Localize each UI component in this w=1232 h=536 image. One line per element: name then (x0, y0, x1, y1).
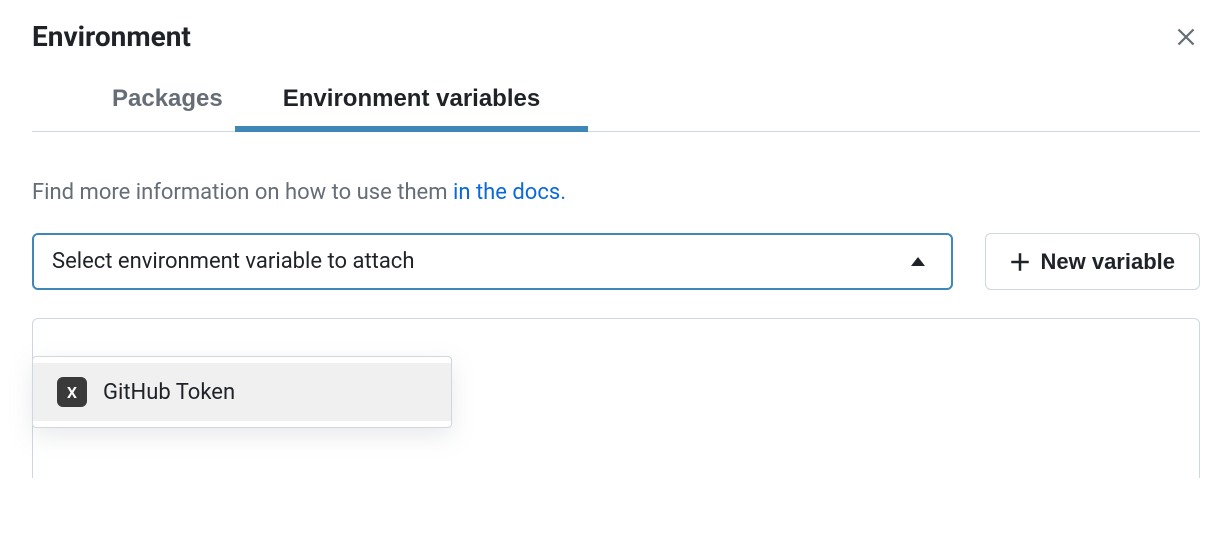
dropdown-item-github-token[interactable]: X GitHub Token (33, 363, 451, 421)
new-variable-button[interactable]: New variable (985, 233, 1200, 290)
new-variable-label: New variable (1040, 249, 1175, 275)
modal-header: Environment (0, 0, 1232, 53)
docs-link[interactable]: in the docs. (453, 180, 566, 205)
info-text: Find more information on how to use them… (32, 180, 1200, 205)
tab-environment-variables[interactable]: Environment variables (283, 85, 540, 131)
env-var-select[interactable]: Select environment variable to attach (32, 233, 953, 290)
env-var-dropdown: X GitHub Token (32, 356, 452, 428)
secret-badge-icon: X (57, 377, 87, 407)
page-title: Environment (32, 20, 191, 53)
tab-bar: Packages Environment variables (32, 85, 1200, 132)
caret-up-icon (911, 257, 925, 266)
info-text-content: Find more information on how to use them (32, 180, 453, 205)
select-placeholder: Select environment variable to attach (52, 249, 414, 274)
plus-icon (1010, 252, 1030, 272)
close-button[interactable] (1172, 23, 1200, 51)
controls-row: Select environment variable to attach Ne… (32, 233, 1200, 290)
dropdown-item-label: GitHub Token (103, 380, 235, 405)
close-icon (1176, 27, 1196, 47)
tab-packages[interactable]: Packages (112, 85, 223, 131)
